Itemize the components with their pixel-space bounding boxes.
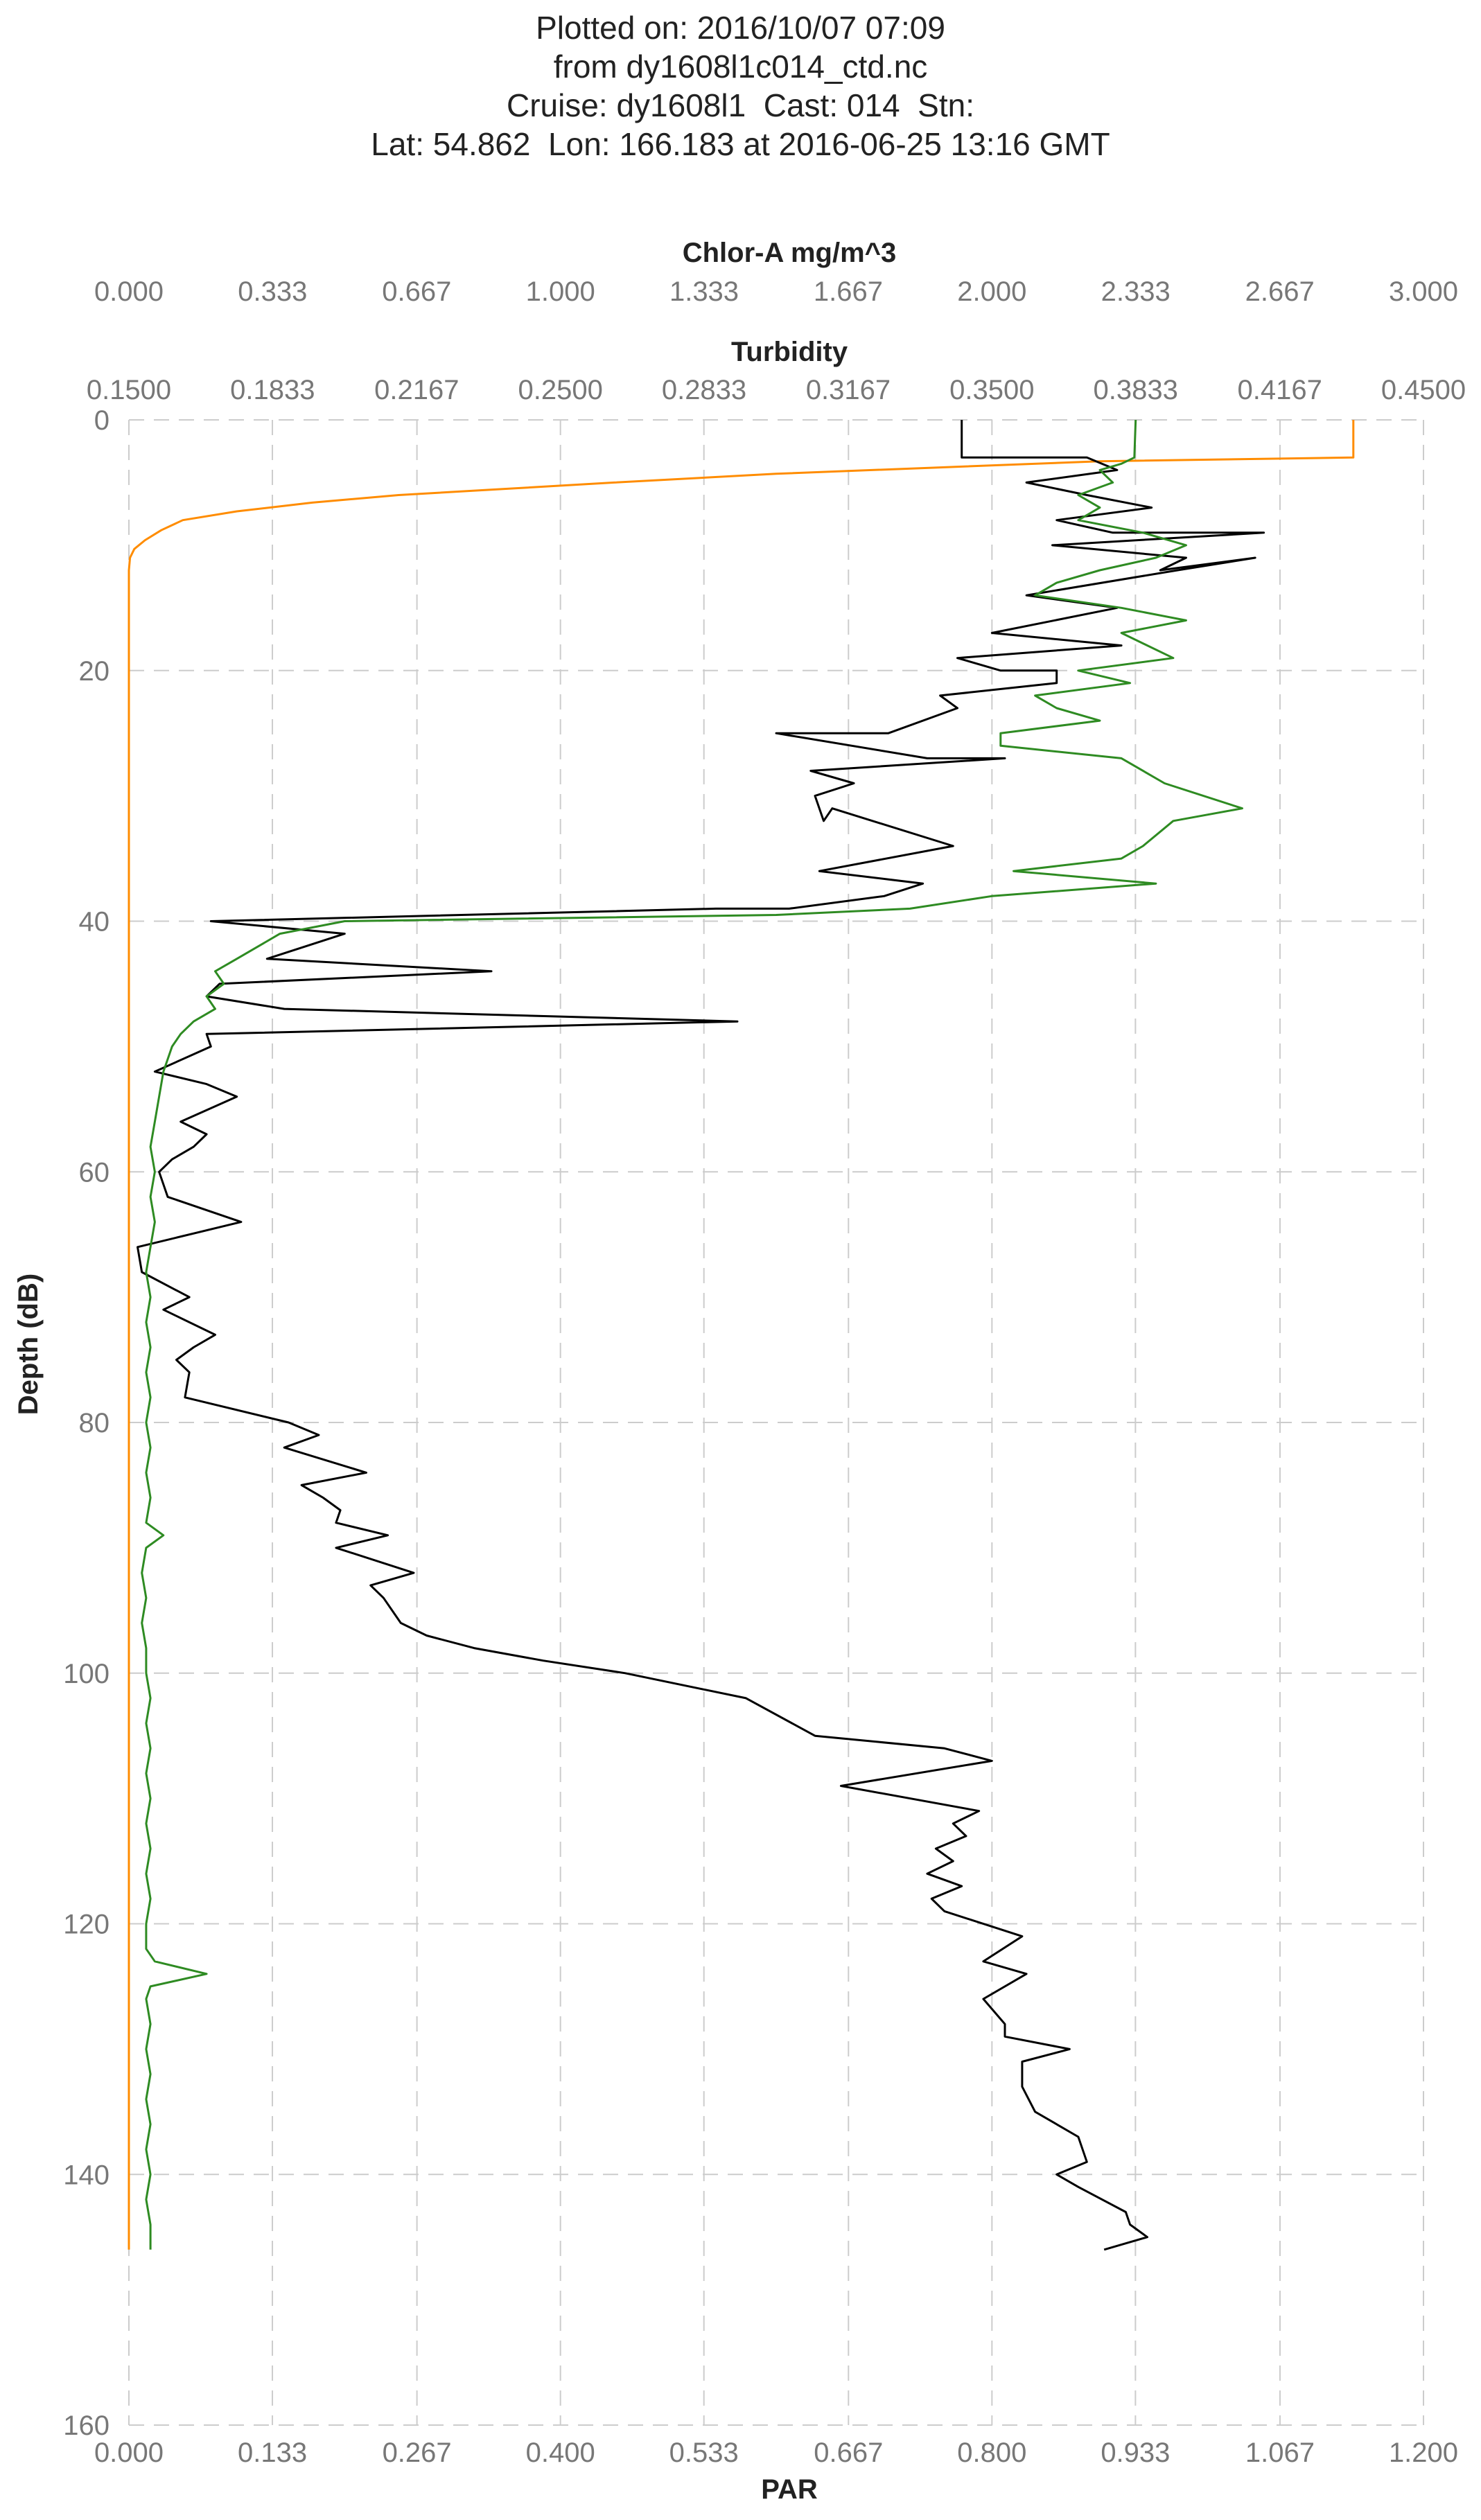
chlor-tick-label: 0.000 [94,276,164,307]
par-tick-label: 0.133 [238,2438,307,2468]
turb-series-line [137,420,1265,2251]
chlor-tick-label: 1.667 [814,276,883,307]
depth-tick-label: 120 [63,1910,109,1940]
turb-tick-label: 0.3833 [1094,375,1178,405]
chlor-axis-title: Chlor-A mg/m^3 [683,238,897,268]
par-tick-label: 0.400 [526,2438,595,2468]
turb-tick-label: 0.1500 [87,375,171,405]
par-tick-label: 0.533 [669,2438,739,2468]
depth-tick-label: 20 [79,656,110,687]
depth-tick-label: 80 [79,1408,110,1438]
chlor-tick-label: 0.333 [238,276,307,307]
chlor-tick-label: 2.333 [1101,276,1171,307]
chlor-tick-label: 3.000 [1389,276,1458,307]
depth-tick-label: 140 [63,2160,109,2190]
axes: Chlor-A mg/m^3 Turbidity PAR Depth (dB) [13,238,896,2505]
par-tick-label: 0.933 [1101,2438,1170,2468]
chlor-tick-label: 2.000 [957,276,1026,307]
data-series [128,419,1355,2251]
depth-tick-label: 160 [63,2411,109,2441]
title-line-3: Cruise: dy1608l1 Cast: 014 Stn: [506,87,975,123]
chlor-series-line [141,419,1243,2250]
chart-title: Plotted on: 2016/10/07 07:09 from dy1608… [0,8,1481,164]
turb-tick-label: 0.2833 [662,375,746,405]
grid [128,419,1424,2426]
depth-tick-label: 60 [79,1157,110,1188]
chlor-tick-label: 1.333 [669,276,739,307]
chlor-tick-label: 1.000 [526,276,595,307]
title-line-1: Plotted on: 2016/10/07 07:09 [536,10,945,46]
turb-tick-label: 0.4500 [1381,375,1466,405]
turb-tick-label: 0.1833 [230,375,315,405]
par-tick-label: 1.067 [1245,2438,1315,2468]
turbidity-axis-title: Turbidity [731,337,848,367]
turb-tick-label: 0.4167 [1237,375,1322,405]
chlor-tick-label: 2.667 [1245,276,1315,307]
depth-tick-label: 100 [63,1659,109,1689]
par-tick-label: 1.200 [1389,2438,1458,2468]
par-axis-title: PAR [761,2474,818,2505]
par-tick-label: 0.800 [957,2438,1026,2468]
depth-tick-label: 0 [94,405,109,436]
par-tick-label: 0.267 [383,2438,452,2468]
depth-axis-title: Depth (dB) [13,1274,44,1415]
title-line-4: Lat: 54.862 Lon: 166.183 at 2016-06-25 1… [371,126,1110,162]
turb-tick-label: 0.2500 [518,375,602,405]
depth-tick-label: 40 [79,907,110,937]
title-line-2: from dy1608l1c014_ctd.nc [553,49,928,85]
turb-tick-label: 0.2167 [374,375,459,405]
par-series-line [128,420,1355,2250]
chlor-tick-label: 0.667 [382,276,451,307]
par-tick-label: 0.667 [814,2438,883,2468]
par-tick-label: 0.000 [94,2438,164,2468]
turb-tick-label: 0.3500 [949,375,1034,405]
turb-tick-label: 0.3167 [806,375,891,405]
tick-labels: 0.000 0.333 0.667 1.000 1.333 1.667 2.000 2.333… [63,276,1466,2468]
